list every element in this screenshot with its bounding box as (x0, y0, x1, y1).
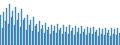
Bar (27, 15, 28, 45)
Bar (48, 27, 49, 45)
Bar (57, 24, 58, 45)
Bar (2, 28, 3, 45)
Bar (87, 27, 88, 45)
Bar (78, 28, 79, 45)
Bar (21, 9, 22, 45)
Bar (83, 31, 84, 45)
Bar (108, 30, 109, 45)
Bar (60, 28, 61, 45)
Bar (77, 32, 78, 45)
Bar (39, 21, 40, 45)
Bar (102, 29, 103, 45)
Bar (93, 27, 94, 45)
Bar (45, 22, 46, 45)
Bar (20, 27, 21, 45)
Bar (53, 31, 54, 45)
Bar (9, 4, 10, 45)
Bar (50, 34, 51, 45)
Bar (116, 35, 117, 45)
Bar (35, 26, 36, 45)
Bar (95, 32, 96, 45)
Bar (68, 34, 69, 45)
Bar (8, 24, 9, 45)
Bar (6, 8, 7, 45)
Bar (71, 31, 72, 45)
Bar (24, 18, 25, 45)
Bar (42, 25, 43, 45)
Bar (75, 26, 76, 45)
Bar (47, 30, 48, 45)
Bar (0, 15, 1, 45)
Bar (54, 26, 55, 45)
Bar (90, 28, 91, 45)
Bar (5, 21, 6, 45)
Bar (51, 25, 52, 45)
Bar (80, 34, 81, 45)
Bar (3, 12, 4, 45)
Bar (38, 32, 39, 45)
Bar (59, 30, 60, 45)
Bar (114, 29, 115, 45)
Bar (56, 33, 57, 45)
Bar (17, 20, 18, 45)
Bar (101, 34, 102, 45)
Bar (18, 13, 19, 45)
Bar (74, 35, 75, 45)
Bar (117, 28, 118, 45)
Bar (111, 28, 112, 45)
Bar (62, 34, 63, 45)
Bar (30, 20, 31, 45)
Bar (84, 29, 85, 45)
Bar (99, 28, 100, 45)
Bar (14, 25, 15, 45)
Bar (44, 33, 45, 45)
Bar (36, 24, 37, 45)
Bar (69, 25, 70, 45)
Bar (23, 20, 24, 45)
Bar (32, 31, 33, 45)
Bar (81, 26, 82, 45)
Bar (26, 30, 27, 45)
Bar (107, 33, 108, 45)
Bar (89, 33, 90, 45)
Bar (11, 17, 12, 45)
Bar (119, 33, 120, 45)
Bar (66, 27, 67, 45)
Bar (98, 36, 99, 45)
Bar (33, 17, 34, 45)
Bar (110, 36, 111, 45)
Bar (92, 34, 93, 45)
Bar (29, 25, 30, 45)
Bar (65, 31, 66, 45)
Bar (41, 29, 42, 45)
Bar (12, 11, 13, 45)
Bar (113, 34, 114, 45)
Bar (72, 28, 73, 45)
Bar (96, 30, 97, 45)
Bar (15, 7, 16, 45)
Bar (86, 35, 87, 45)
Bar (63, 25, 64, 45)
Bar (104, 35, 105, 45)
Bar (105, 28, 106, 45)
